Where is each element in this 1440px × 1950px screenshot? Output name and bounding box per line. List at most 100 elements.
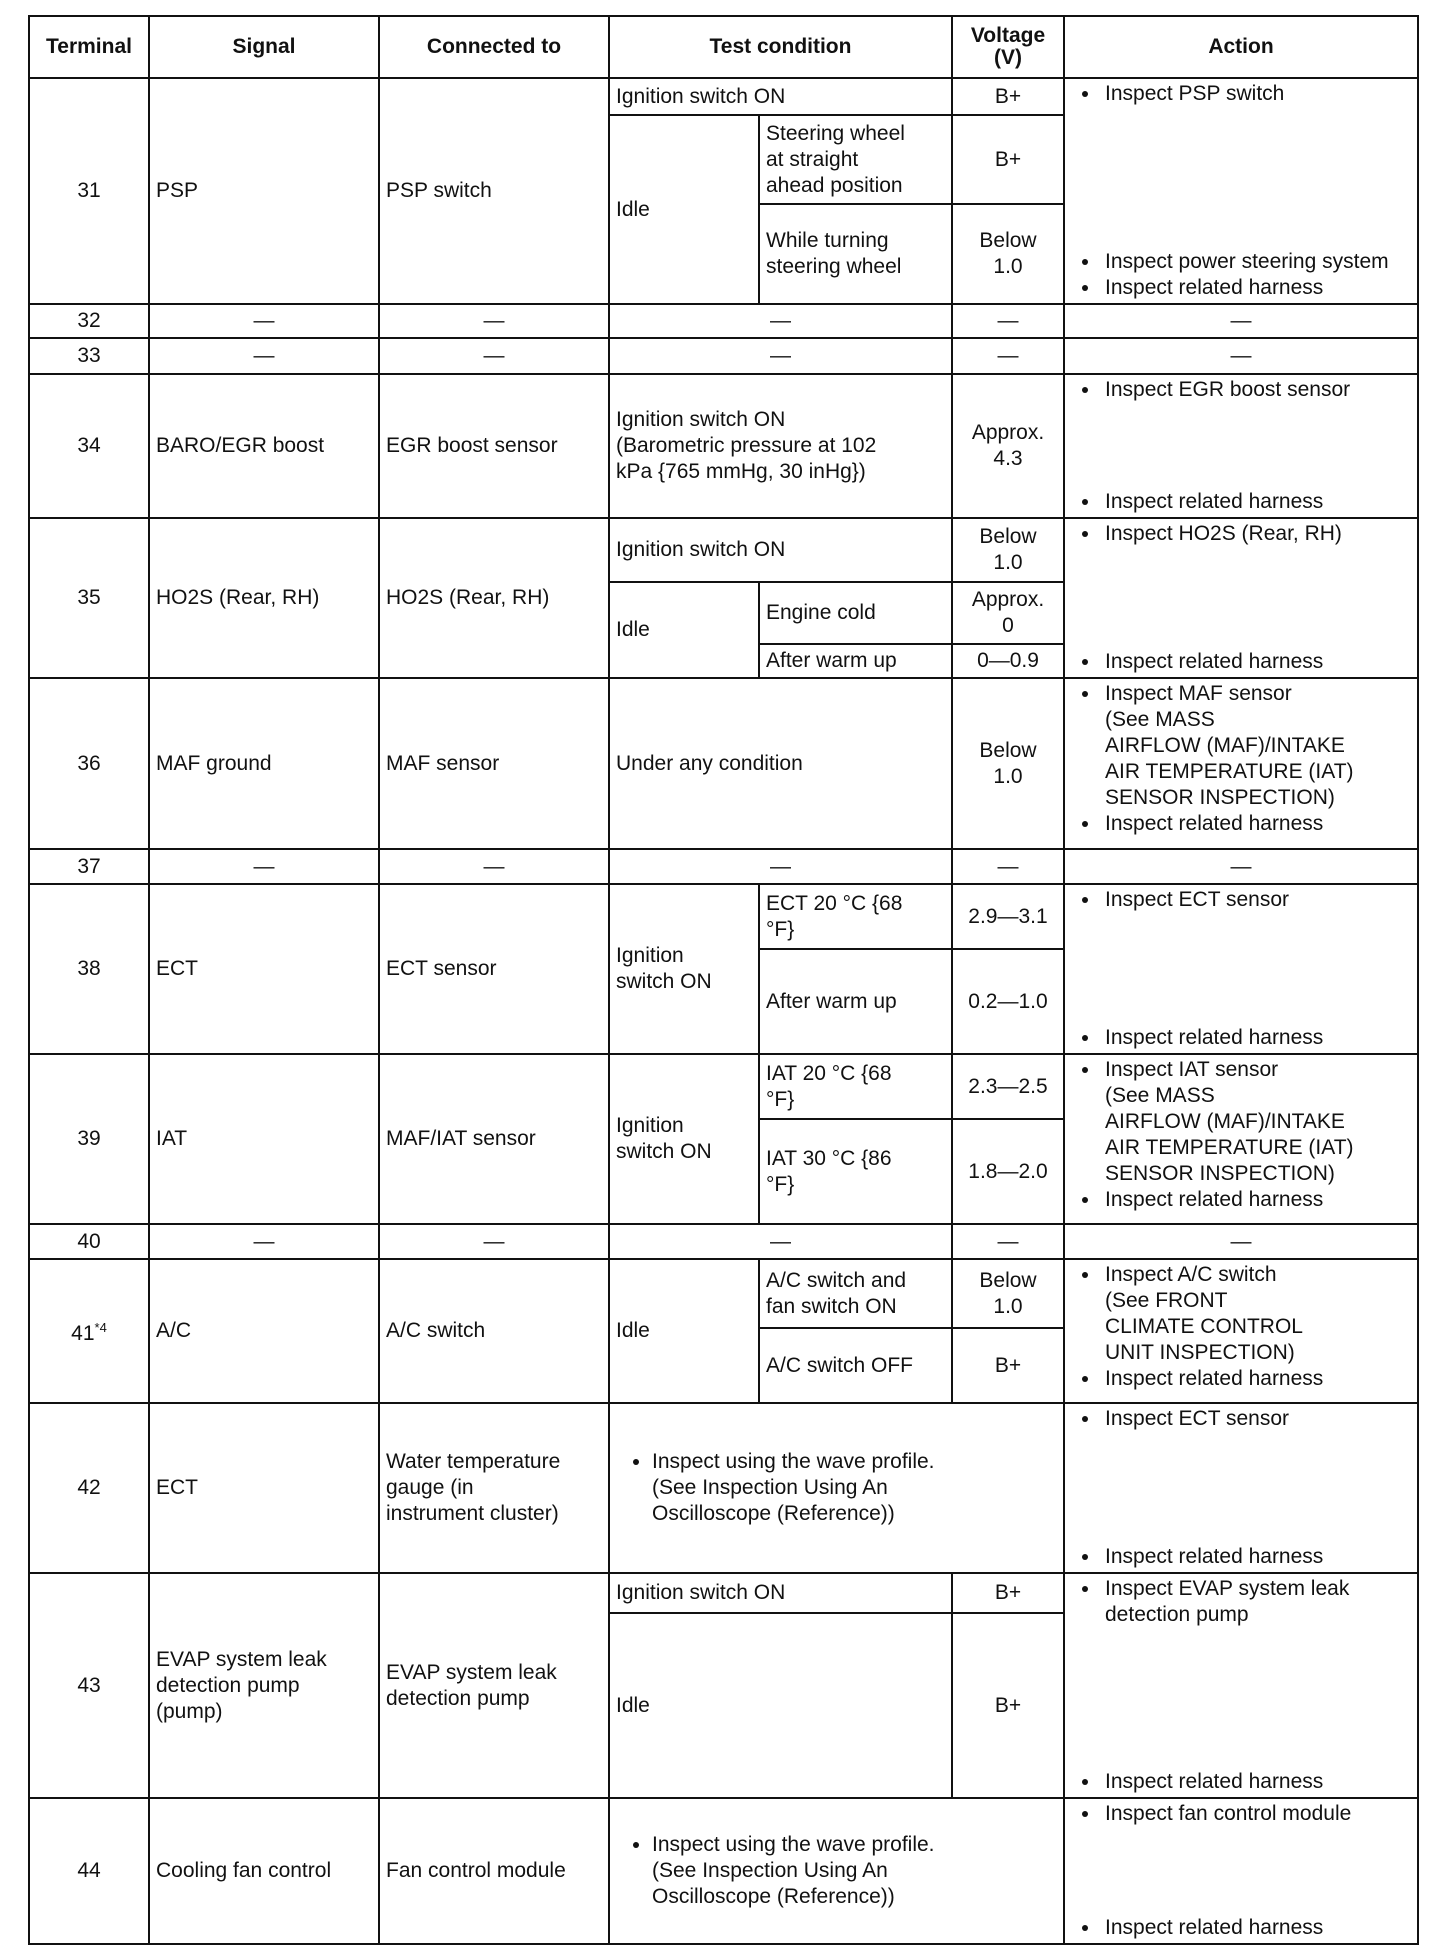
- table-subrow: After warm up 0—0.9: [29, 643, 1418, 679]
- test-condition-cell: Engine cold: [758, 581, 953, 645]
- connected-to-cell: MAF/IAT sensor: [378, 1053, 610, 1225]
- test-condition-cell: ECT 20 °C {68 °F}: [758, 883, 953, 950]
- action-item: Inspect EVAP system leak detection pump: [1101, 1576, 1413, 1628]
- test-note: Inspect using the wave profile. (See Ins…: [652, 1832, 1057, 1910]
- terminal-cell: 44: [28, 1797, 150, 1945]
- test-condition-cell: —: [608, 848, 953, 885]
- signal-cell: EVAP system leak detection pump (pump): [148, 1572, 380, 1799]
- terminal-cell: 43: [28, 1572, 150, 1799]
- signal-cell: ECT: [148, 1402, 380, 1574]
- voltage-cell: B+: [951, 114, 1065, 205]
- voltage-cell: Below 1.0: [951, 203, 1065, 305]
- terminal-number: 40: [77, 1229, 101, 1253]
- action-cell: —: [1063, 303, 1419, 339]
- action-item: Inspect related harness: [1101, 1187, 1413, 1213]
- test-condition-cell: Ignition switch ON: [608, 77, 953, 116]
- action-cell: Inspect ECT sensor Inspect related harnes…: [1063, 883, 1419, 1055]
- action-item: Inspect related harness: [1101, 275, 1413, 301]
- action-item: Inspect fan control module: [1101, 1801, 1413, 1827]
- table-subrow: Idle B+: [29, 1612, 1418, 1799]
- action-item: Inspect IAT sensor (See MASS AIRFLOW (MA…: [1101, 1057, 1413, 1187]
- action-list-top: Inspect ECT sensor: [1066, 886, 1416, 915]
- table-row: 43 EVAP system leak detection pump (pump)…: [28, 1572, 1419, 1799]
- connected-to-cell: —: [378, 303, 610, 339]
- test-condition-cell: IAT 20 °C {68 °F}: [758, 1053, 953, 1120]
- action-list-bottom: Inspect related harness: [1066, 647, 1416, 676]
- signal-cell: IAT: [148, 1053, 380, 1225]
- table-subrow: Idle Steering wheel at straight ahead pos…: [29, 114, 1418, 305]
- test-group-cell: Idle: [608, 1258, 760, 1404]
- voltage-cell: B+: [951, 1612, 1065, 1799]
- action-cell: Inspect MAF sensor (See MASS AIRFLOW (MA…: [1063, 677, 1419, 850]
- table-subrow: IAT 30 °C {86 °F} 1.8—2.0: [29, 1118, 1418, 1225]
- table-row: 38 ECT ECT sensor Ignition switch ON ECT 20 …: [28, 883, 1419, 1055]
- voltage-cell: Below 1.0: [951, 1258, 1065, 1329]
- voltage-cell: B+: [951, 1327, 1065, 1404]
- voltage-cell: —: [951, 337, 1065, 375]
- signal-cell: —: [148, 303, 380, 339]
- action-list-top: Inspect PSP switch: [1066, 80, 1416, 109]
- table-subrow: Idle Engine cold Approx. 0: [29, 581, 1418, 679]
- test-condition-cell: Ignition switch ON: [608, 517, 953, 583]
- table-row: 40— — — — —: [28, 1223, 1419, 1260]
- connected-to-cell: EGR boost sensor: [378, 373, 610, 519]
- terminal-cell: 38: [28, 883, 150, 1055]
- connected-to-cell: —: [378, 848, 610, 885]
- action-cell: —: [1063, 1223, 1419, 1260]
- header-signal: Signal: [148, 15, 380, 79]
- terminal-number: 41: [71, 1322, 95, 1345]
- voltage-cell: Below 1.0: [951, 517, 1065, 583]
- test-condition-cell: After warm up: [758, 643, 953, 679]
- action-item: Inspect power steering system: [1101, 249, 1413, 275]
- signal-cell: —: [148, 337, 380, 375]
- test-condition-cell: A/C switch and fan switch ON: [758, 1258, 953, 1329]
- table-row: 35 HO2S (Rear, RH) HO2S (Rear, RH) Ignition…: [28, 517, 1419, 679]
- voltage-cell: 2.9—3.1: [951, 883, 1065, 950]
- action-item: Inspect related harness: [1101, 1769, 1413, 1795]
- action-item: Inspect ECT sensor: [1101, 1406, 1413, 1432]
- test-note-list: Inspect using the wave profile. (See Ins…: [616, 1832, 1057, 1910]
- signal-cell: PSP: [148, 77, 380, 305]
- terminal-number: 31: [77, 179, 101, 202]
- table-row: 41*4 A/C A/C switch Idle A/C switch and fan …: [28, 1258, 1419, 1404]
- action-text: —: [1230, 1229, 1252, 1253]
- connected-to-cell: PSP switch: [378, 77, 610, 305]
- signal-cell: HO2S (Rear, RH): [148, 517, 380, 679]
- voltage-cell: Approx. 0: [951, 581, 1065, 645]
- test-note-cell: Inspect using the wave profile. (See Ins…: [608, 1797, 1065, 1945]
- terminal-cell: 33: [28, 337, 150, 375]
- voltage-cell: —: [951, 848, 1065, 885]
- action-item: Inspect MAF sensor (See MASS AIRFLOW (MA…: [1101, 681, 1413, 811]
- terminal-number: 39: [77, 1127, 101, 1150]
- action-list-bottom: Inspect related harness: [1066, 1023, 1416, 1052]
- test-condition-cell: Steering wheel at straight ahead positio…: [758, 114, 953, 205]
- action-list-bottom: Inspect related harness: [1066, 1542, 1416, 1571]
- action-item: Inspect A/C switch (See FRONT CLIMATE CO…: [1101, 1262, 1413, 1366]
- test-group-cell: Ignition switch ON: [608, 1053, 760, 1225]
- test-group-cell: Idle: [608, 581, 760, 679]
- action-cell: Inspect IAT sensor (See MASS AIRFLOW (MA…: [1063, 1053, 1419, 1225]
- signal-cell: A/C: [148, 1258, 380, 1404]
- action-text: —: [1230, 344, 1252, 367]
- table-row: 37— — — — —: [28, 848, 1419, 885]
- action-item: Inspect related harness: [1101, 811, 1413, 837]
- voltage-cell: B+: [951, 77, 1065, 116]
- signal-cell: ECT: [148, 883, 380, 1055]
- action-cell: —: [1063, 848, 1419, 885]
- voltage-cell: 0.2—1.0: [951, 948, 1065, 1055]
- action-item: Inspect HO2S (Rear, RH): [1101, 521, 1413, 547]
- connected-to-cell: A/C switch: [378, 1258, 610, 1404]
- test-condition-cell: After warm up: [758, 948, 953, 1055]
- voltage-cell: —: [951, 1223, 1065, 1260]
- action-list-bottom: Inspect related harness: [1066, 1767, 1416, 1796]
- signal-cell: MAF ground: [148, 677, 380, 850]
- action-item: Inspect related harness: [1101, 1366, 1413, 1392]
- action-cell: Inspect HO2S (Rear, RH) Inspect related h…: [1063, 517, 1419, 679]
- test-condition-cell: A/C switch OFF: [758, 1327, 953, 1404]
- connected-to-cell: MAF sensor: [378, 677, 610, 850]
- action-cell: Inspect PSP switch Inspect power steering…: [1063, 77, 1419, 305]
- action-cell: Inspect A/C switch (See FRONT CLIMATE CO…: [1063, 1258, 1419, 1404]
- voltage-cell: Approx. 4.3: [951, 373, 1065, 519]
- test-condition-cell: —: [608, 337, 953, 375]
- terminal-footnote: *4: [94, 1320, 107, 1335]
